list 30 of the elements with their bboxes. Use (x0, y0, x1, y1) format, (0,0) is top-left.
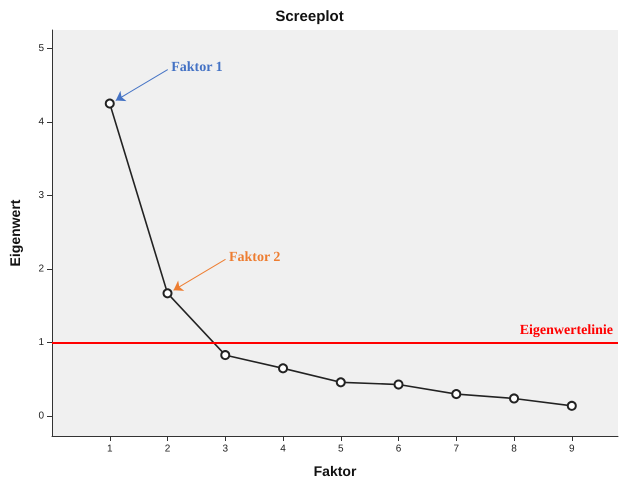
x-tick-label: 4 (280, 444, 286, 454)
annotation: Faktor 2 (228, 250, 280, 265)
y-tick-label: 3 (38, 190, 44, 201)
y-tick-label: 5 (38, 42, 44, 54)
point (336, 377, 346, 388)
y-axis-title: Eigenwert (7, 199, 23, 266)
x-tick-label: 7 (454, 444, 460, 454)
point (220, 350, 230, 360)
point (162, 288, 173, 298)
y-tick-label: 0 (38, 410, 44, 422)
x-axis-title: Faktor (314, 463, 357, 479)
y-tick-label: 2 (38, 264, 44, 275)
annotation: Faktor 1 (171, 60, 223, 76)
ref-line-label: Eigenwertelinie (520, 323, 613, 338)
point (278, 363, 288, 374)
x-tick-label: 6 (396, 444, 402, 454)
x-tick-label: 8 (511, 444, 518, 454)
point (451, 389, 462, 400)
x-tick-label: 3 (222, 444, 228, 454)
point (394, 380, 404, 390)
point (509, 393, 520, 404)
x-tick-label: 1 (106, 444, 113, 454)
point (566, 400, 577, 411)
chart-title: Screeplot (275, 8, 344, 25)
x-tick-label: 2 (164, 444, 171, 454)
x-tick-label: 9 (569, 444, 576, 454)
y-tick-label: 1 (38, 337, 44, 348)
x-tick-label: 5 (338, 444, 344, 454)
point (104, 98, 115, 109)
y-tick-label: 4 (38, 116, 44, 128)
